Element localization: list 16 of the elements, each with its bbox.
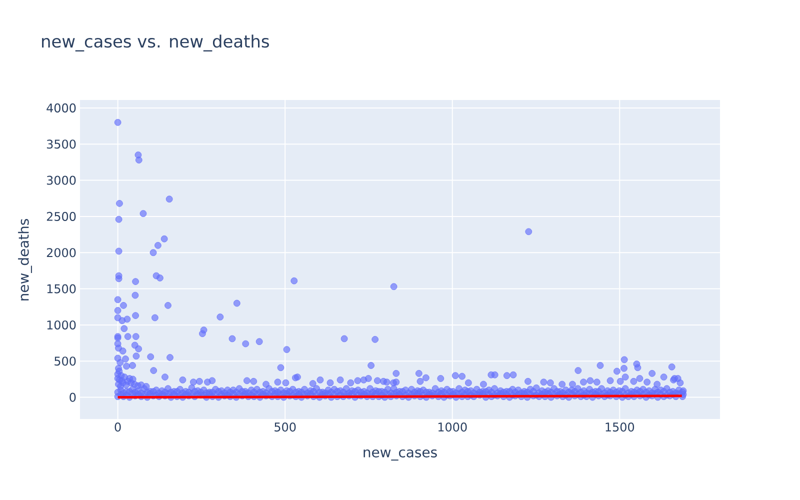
x-tick-label: 0: [114, 422, 121, 432]
y-tick-label: 2000: [46, 248, 76, 258]
y-tick-label: 1000: [47, 320, 76, 330]
y-tick-label: 0: [70, 392, 76, 402]
x-tick-label: 1500: [606, 422, 634, 432]
x-tick-label: 500: [274, 422, 296, 432]
y-axis-title: new_deaths: [18, 218, 32, 300]
x-tick-label: 1000: [438, 422, 467, 432]
chart-title: new_cases vs. new_deaths: [42, 34, 269, 52]
y-tick-label: 500: [54, 356, 76, 366]
y-tick-label: 2500: [46, 212, 76, 221]
x-axis-title: new_cases: [364, 449, 437, 461]
y-tick-label: 1500: [47, 284, 76, 294]
y-tick-label: 3500: [46, 140, 76, 149]
y-tick-label: 3000: [46, 176, 76, 185]
y-tick-label: 4000: [46, 103, 76, 112]
